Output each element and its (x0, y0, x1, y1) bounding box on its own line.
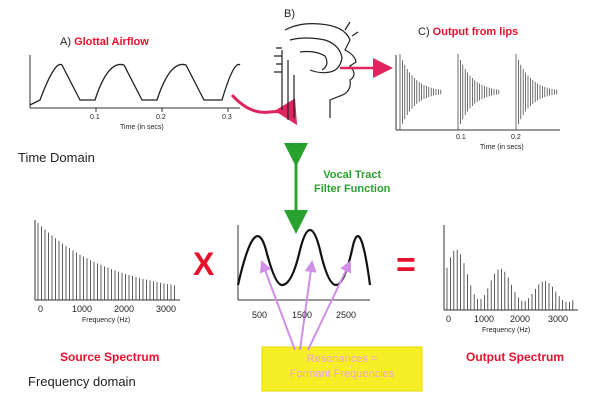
glottal-airflow-plot (30, 55, 240, 112)
filter-label-line2: Filter Function (314, 182, 390, 196)
panel-c-heading: C) Output from lips (418, 26, 518, 38)
source-to-tract-arrow (232, 95, 294, 120)
frequency-domain-label: Frequency domain (28, 374, 136, 389)
output-tick-1000: 1000 (474, 314, 494, 324)
glottal-x-label: Time (in secs) (120, 124, 164, 131)
filter-tick-1500: 1500 (292, 310, 312, 320)
output-lips-plot (396, 54, 560, 130)
resonance-pointer-1 (262, 262, 295, 350)
output-tick-2000: 2000 (510, 314, 530, 324)
filter-curve (238, 230, 370, 285)
filter-tick-500: 500 (252, 310, 267, 320)
vocal-tract-head-icon (274, 22, 358, 120)
multiply-sign: X (193, 246, 214, 283)
resonance-line1: Resonances = (266, 352, 418, 367)
lips-x-label: Time (in secs) (480, 144, 524, 151)
panel-c-title: Output from lips (433, 26, 519, 38)
output-x-label: Frequency (Hz) (482, 327, 530, 334)
panel-a-heading: A) Glottal Airflow (60, 36, 149, 48)
output-tick-0: 0 (446, 314, 451, 324)
resonance-line2: Formant Frequencies (266, 367, 418, 382)
glottal-tick-1: 0.1 (90, 114, 100, 121)
filter-function-label: Vocal Tract Filter Function (314, 168, 390, 196)
source-tick-0: 0 (38, 304, 43, 314)
glottal-waveform (30, 64, 240, 105)
panel-b-letter: B) (284, 8, 295, 20)
source-x-label: Frequency (Hz) (82, 317, 130, 324)
source-tick-2000: 2000 (114, 304, 134, 314)
panel-a-title: Glottal Airflow (74, 36, 149, 48)
equals-sign: = (396, 246, 416, 285)
output-spectrum-title: Output Spectrum (466, 350, 564, 364)
resonance-pointer-2 (300, 262, 312, 350)
lips-tick-1: 0.1 (456, 134, 466, 141)
lips-tick-2: 0.2 (511, 134, 521, 141)
time-domain-label: Time Domain (18, 150, 95, 165)
source-spectrum-plot (35, 220, 180, 300)
source-tick-1000: 1000 (72, 304, 92, 314)
glottal-tick-2: 0.2 (156, 114, 166, 121)
source-spectrum-title: Source Spectrum (60, 350, 159, 364)
filter-tick-2500: 2500 (336, 310, 356, 320)
resonance-pointer-3 (308, 262, 350, 350)
output-spectrum-plot (444, 225, 578, 310)
filter-label-line1: Vocal Tract (314, 168, 390, 182)
panel-a-letter: A) (60, 36, 71, 48)
glottal-tick-3: 0.3 (222, 114, 232, 121)
resonance-box-text: Resonances = Formant Frequencies (266, 352, 418, 382)
source-tick-3000: 3000 (156, 304, 176, 314)
output-tick-3000: 3000 (548, 314, 568, 324)
panel-c-letter: C) (418, 26, 430, 38)
